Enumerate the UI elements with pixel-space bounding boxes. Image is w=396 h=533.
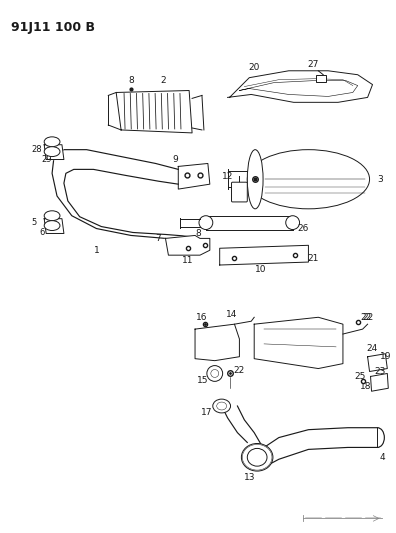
Text: 27: 27 bbox=[308, 60, 319, 69]
Text: 91J11 100 B: 91J11 100 B bbox=[11, 21, 95, 35]
Ellipse shape bbox=[207, 366, 223, 382]
Text: 7: 7 bbox=[156, 234, 162, 243]
Text: 3: 3 bbox=[377, 175, 383, 184]
Text: 16: 16 bbox=[196, 313, 208, 322]
Text: 13: 13 bbox=[244, 473, 255, 481]
Polygon shape bbox=[367, 354, 387, 372]
Polygon shape bbox=[220, 245, 308, 265]
Text: 28: 28 bbox=[31, 145, 42, 154]
Text: 26: 26 bbox=[298, 224, 309, 233]
Ellipse shape bbox=[199, 216, 213, 230]
Text: 4: 4 bbox=[379, 453, 385, 462]
Text: 6: 6 bbox=[40, 228, 45, 237]
Text: 22: 22 bbox=[362, 313, 373, 322]
Ellipse shape bbox=[242, 443, 273, 471]
Polygon shape bbox=[228, 71, 373, 102]
Ellipse shape bbox=[286, 216, 299, 230]
Polygon shape bbox=[44, 219, 64, 233]
Text: 17: 17 bbox=[201, 408, 213, 417]
Text: 12: 12 bbox=[222, 172, 233, 181]
Text: 22: 22 bbox=[360, 313, 371, 322]
Text: 5: 5 bbox=[32, 218, 37, 227]
Text: 19: 19 bbox=[380, 352, 391, 361]
Polygon shape bbox=[166, 236, 210, 255]
Ellipse shape bbox=[44, 221, 60, 230]
Ellipse shape bbox=[247, 150, 263, 209]
Bar bbox=[316, 75, 326, 82]
Text: 1: 1 bbox=[93, 246, 99, 255]
Text: 22: 22 bbox=[234, 366, 245, 375]
Text: 14: 14 bbox=[226, 310, 237, 319]
Text: 21: 21 bbox=[308, 254, 319, 263]
Text: 8: 8 bbox=[195, 229, 201, 238]
Text: 24: 24 bbox=[366, 344, 377, 353]
Text: 10: 10 bbox=[255, 265, 267, 274]
Polygon shape bbox=[195, 324, 240, 361]
Text: 23: 23 bbox=[375, 367, 386, 376]
Text: 20: 20 bbox=[249, 63, 260, 72]
Ellipse shape bbox=[242, 445, 272, 470]
Polygon shape bbox=[178, 164, 210, 189]
Text: 15: 15 bbox=[197, 376, 209, 385]
Text: 9: 9 bbox=[172, 155, 178, 164]
Ellipse shape bbox=[44, 211, 60, 221]
Text: 25: 25 bbox=[354, 372, 366, 381]
Ellipse shape bbox=[213, 399, 230, 413]
Text: 29: 29 bbox=[41, 155, 51, 164]
FancyBboxPatch shape bbox=[232, 182, 247, 202]
Ellipse shape bbox=[247, 448, 267, 466]
Ellipse shape bbox=[44, 147, 60, 157]
Polygon shape bbox=[44, 145, 64, 159]
Text: 8: 8 bbox=[128, 76, 134, 85]
Ellipse shape bbox=[217, 402, 227, 410]
Text: 18: 18 bbox=[360, 382, 371, 391]
Ellipse shape bbox=[211, 369, 219, 377]
Ellipse shape bbox=[247, 150, 369, 209]
Polygon shape bbox=[254, 317, 343, 368]
Text: 2: 2 bbox=[161, 76, 166, 85]
Text: 11: 11 bbox=[183, 256, 194, 264]
Ellipse shape bbox=[44, 137, 60, 147]
Polygon shape bbox=[371, 374, 388, 391]
